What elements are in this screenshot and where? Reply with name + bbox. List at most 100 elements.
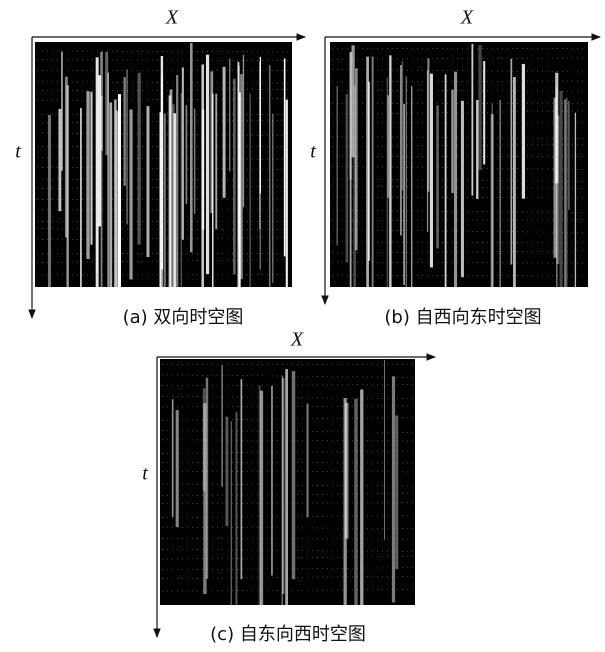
- t-label: t: [15, 141, 21, 163]
- streak: [556, 115, 559, 264]
- streak: [203, 403, 206, 594]
- x-label: X: [165, 7, 179, 29]
- streak: [360, 389, 363, 605]
- streak: [66, 85, 68, 287]
- streak: [58, 109, 61, 211]
- x-label: X: [290, 329, 304, 351]
- streak: [194, 109, 195, 214]
- streak: [286, 100, 288, 287]
- streak: [146, 106, 149, 257]
- streak: [235, 412, 237, 605]
- streak: [387, 77, 389, 287]
- streak: [164, 114, 166, 287]
- streak: [510, 59, 512, 265]
- streak: [105, 52, 108, 155]
- streak: [169, 95, 171, 287]
- streak: [436, 105, 439, 248]
- streak: [212, 94, 213, 287]
- streak: [400, 65, 402, 236]
- streak: [80, 108, 82, 287]
- streak: [354, 399, 357, 605]
- streak: [566, 98, 568, 287]
- streak: [471, 44, 473, 196]
- streak: [269, 65, 270, 287]
- streak: [285, 369, 288, 605]
- streak: [161, 76, 163, 287]
- streak: [560, 91, 563, 287]
- streak: [61, 52, 62, 171]
- streak: [292, 371, 295, 579]
- streak: [575, 113, 576, 287]
- streak: [478, 45, 481, 170]
- streak: [176, 410, 179, 527]
- streak: [98, 75, 101, 226]
- streak: [202, 109, 205, 229]
- streak: [307, 404, 309, 518]
- caption: (b) 自西向东时空图: [384, 307, 541, 328]
- streak: [389, 55, 391, 287]
- caption: (a) 双向时空图: [123, 307, 244, 328]
- streak: [454, 72, 457, 287]
- spacetime-image: [35, 42, 292, 287]
- figure: X t (a) 双向时空图 X t (b) 自西向东时空图 X t (c) 自东…: [0, 0, 605, 652]
- streak: [260, 57, 261, 193]
- panel-a: X t (a) 双向时空图: [15, 7, 305, 328]
- streak: [492, 104, 493, 287]
- streak: [395, 416, 398, 570]
- streak: [173, 113, 176, 287]
- streak: [355, 68, 358, 250]
- streak: [101, 96, 103, 287]
- t-label: t: [310, 141, 316, 163]
- streak: [272, 114, 273, 283]
- streak: [240, 74, 243, 279]
- streak: [282, 378, 284, 594]
- streak: [499, 100, 500, 287]
- streak: [96, 101, 98, 273]
- streak: [243, 55, 244, 208]
- streak: [86, 91, 89, 259]
- streak: [337, 86, 338, 246]
- streak: [384, 360, 385, 540]
- streak: [522, 64, 525, 199]
- streak: [240, 379, 242, 579]
- streak: [185, 105, 187, 204]
- streak: [259, 385, 261, 605]
- streak: [172, 399, 174, 517]
- streak: [124, 77, 126, 186]
- streak: [137, 73, 140, 245]
- streak: [427, 70, 428, 232]
- streak: [206, 55, 209, 274]
- streak: [109, 102, 112, 287]
- streak: [513, 77, 516, 287]
- streak: [249, 93, 250, 287]
- streak: [461, 101, 464, 277]
- panel-c: X t (c) 自东向西时空图: [142, 329, 435, 645]
- streak: [406, 76, 407, 287]
- streak: [176, 75, 178, 287]
- streak: [181, 93, 182, 287]
- panel-b: X t (b) 自西向东时空图: [310, 7, 600, 328]
- streak: [231, 421, 232, 605]
- streak: [392, 376, 395, 602]
- streak: [368, 82, 370, 261]
- streak: [346, 94, 349, 263]
- streak: [350, 52, 352, 287]
- streak: [344, 398, 347, 605]
- streak: [233, 79, 236, 275]
- streak: [114, 100, 116, 287]
- streak: [403, 104, 404, 285]
- streak: [451, 90, 453, 193]
- streak: [445, 74, 447, 287]
- streak: [126, 70, 128, 225]
- streak: [229, 59, 230, 172]
- streak: [284, 59, 286, 257]
- streak: [215, 94, 217, 229]
- x-label: X: [460, 7, 474, 29]
- streak: [402, 61, 403, 190]
- streak: [568, 101, 569, 210]
- streak: [223, 67, 226, 198]
- streak: [48, 115, 51, 287]
- streak: [483, 61, 485, 164]
- streak: [182, 67, 184, 239]
- streak: [190, 43, 193, 252]
